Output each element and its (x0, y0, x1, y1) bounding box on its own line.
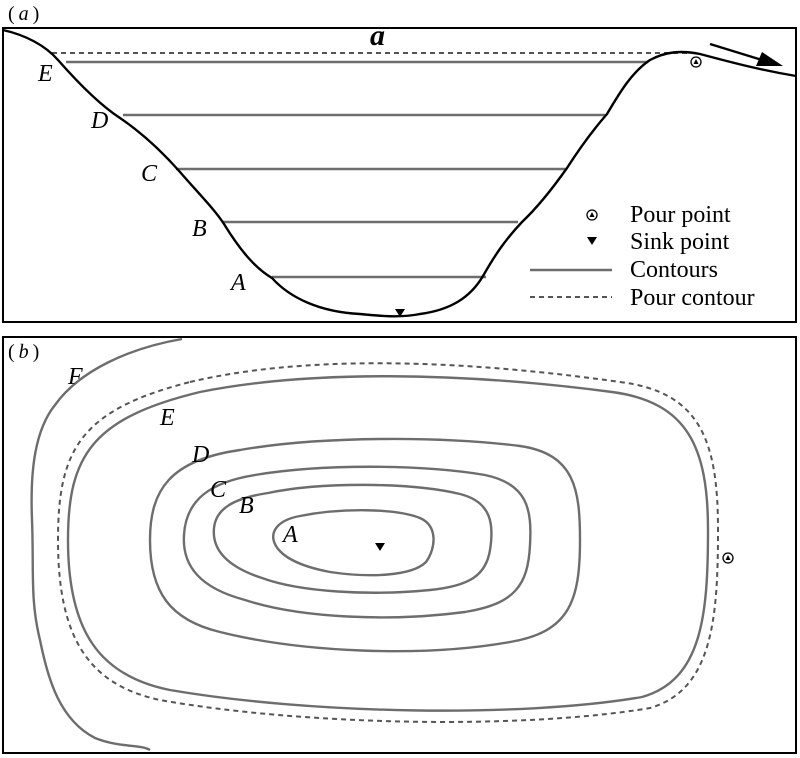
contour-label-b: B (192, 216, 207, 242)
contour-ring-e (66, 375, 710, 712)
flow-arrow-head-icon (756, 52, 783, 66)
legend-pour-point-label: Pour point (630, 202, 731, 228)
panel-a: (a) a E D C B A (2, 3, 797, 323)
contour-label-d: D (90, 108, 108, 134)
contour-label-d-b: D (191, 442, 209, 468)
contour-label-e: E (37, 61, 53, 87)
flow-arrow-shaft (709, 42, 763, 62)
sink-point-icon (395, 309, 405, 317)
panel-b: (b) F E D C B A (2, 336, 797, 754)
contour-label-b-b: B (239, 493, 254, 519)
legend-sink-point-icon (587, 237, 597, 245)
contour-ring-d (148, 437, 582, 653)
contour-label-a: A (229, 270, 246, 296)
sink-point-icon-b (375, 543, 385, 551)
panel-b-label: (b) (8, 341, 39, 363)
legend-pour-contour-label: Pour contour (630, 285, 755, 311)
legend-sink-point-label: Sink point (630, 229, 730, 255)
legend: Pour point Sink point Contours Pour cont… (530, 202, 755, 311)
contour-label-c-b: C (210, 477, 227, 503)
panel-a-frame (2, 27, 797, 323)
terrain-profile (2, 28, 797, 318)
contour-label-c: C (141, 161, 158, 187)
panel-b-frame (2, 336, 797, 754)
pour-point-icon (690, 56, 702, 68)
contour-ring-c (182, 465, 532, 619)
pour-contour-ring (56, 362, 720, 723)
contour-label-f: F (67, 364, 83, 390)
panel-a-label: (a) (8, 3, 39, 25)
contour-ring-f (30, 337, 183, 752)
panel-a-title: a (370, 19, 385, 52)
pour-point-icon-b (722, 552, 734, 564)
contour-label-a-b: A (281, 522, 298, 548)
contour-ring-a (272, 509, 435, 577)
legend-pour-point-icon (586, 209, 598, 221)
legend-contours-label: Contours (630, 257, 718, 283)
contour-label-e-b: E (159, 405, 175, 431)
contour-ring-b (212, 483, 493, 594)
